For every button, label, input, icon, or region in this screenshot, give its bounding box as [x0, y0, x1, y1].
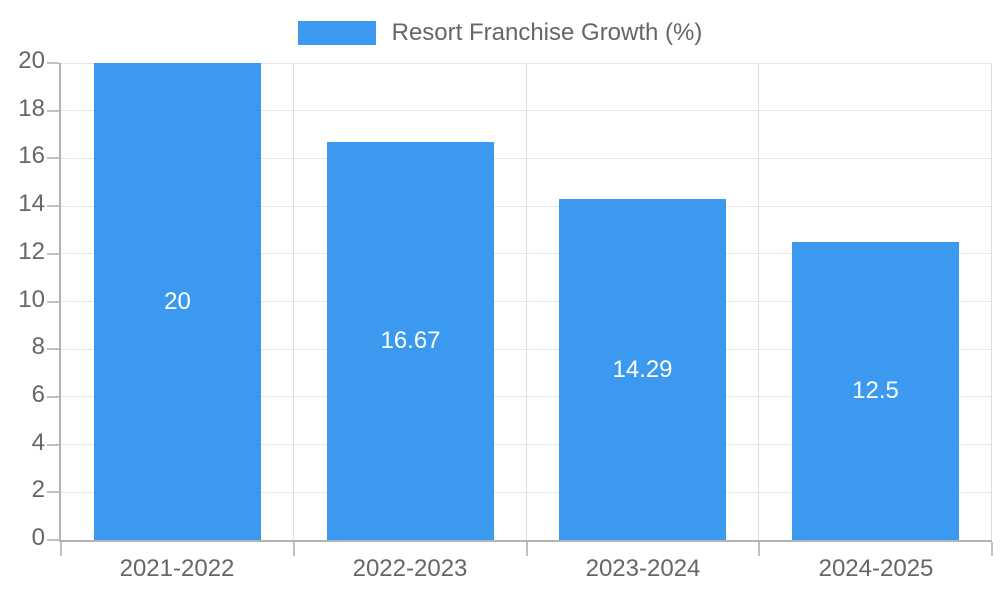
x-axis-tick: [758, 542, 760, 556]
y-axis-tick: [47, 157, 59, 159]
x-tick-label: 2023-2024: [585, 555, 701, 582]
y-axis-tick: [47, 110, 59, 112]
y-axis-labels: 0 2 4 6 8 10 12 14 16 18 20: [0, 49, 45, 550]
x-axis-tick: [526, 542, 528, 556]
y-tick-label: 0: [31, 524, 45, 551]
y-axis-tick: [47, 301, 59, 303]
y-tick-label: 6: [31, 381, 45, 408]
bar-value-label: 20: [164, 287, 191, 315]
x-axis-tick: [293, 542, 295, 556]
y-axis-tick: [47, 444, 59, 446]
bar[interactable]: 14.29: [559, 199, 726, 540]
y-axis-tick: [47, 205, 59, 207]
bar-value-label: 14.29: [612, 355, 673, 383]
y-axis-tick: [47, 539, 59, 541]
bar-value-label: 16.67: [380, 327, 441, 354]
y-axis-tick: [47, 491, 59, 493]
x-axis-tick: [991, 542, 993, 556]
bar-value-label: 12.5: [852, 377, 899, 404]
y-tick-label: 14: [18, 190, 45, 217]
gridline-vertical: [758, 63, 759, 540]
y-tick-label: 16: [18, 142, 45, 169]
gridline-vertical: [991, 63, 992, 540]
legend-item[interactable]: Resort Franchise Growth (%): [0, 19, 1000, 46]
y-axis-tick: [47, 348, 59, 350]
legend-label: Resort Franchise Growth (%): [391, 19, 703, 46]
y-tick-label: 2: [31, 476, 45, 503]
bar[interactable]: 12.5: [792, 242, 959, 540]
y-tick-label: 8: [31, 333, 45, 360]
x-axis-labels: 2021-2022 2022-2023 2023-2024 2024-2025: [61, 555, 992, 590]
x-axis-tick: [60, 542, 62, 556]
y-tick-label: 10: [18, 286, 45, 313]
y-tick-label: 12: [18, 238, 45, 265]
x-tick-label: 2024-2025: [818, 555, 934, 582]
y-tick-label: 4: [31, 429, 45, 456]
x-tick-label: 2021-2022: [119, 555, 235, 582]
bar[interactable]: 20: [94, 63, 261, 540]
y-tick-label: 20: [18, 47, 45, 74]
y-axis-tick: [47, 253, 59, 255]
gridline-vertical: [526, 63, 527, 540]
plot-area: 20 16.67 14.29 12.5: [47, 62, 993, 556]
y-axis-tick: [47, 62, 59, 64]
y-tick-label: 18: [18, 95, 45, 122]
x-tick-label: 2022-2023: [352, 555, 468, 582]
y-axis-tick: [47, 396, 59, 398]
legend-swatch: [297, 21, 376, 46]
bar[interactable]: 16.67: [327, 142, 494, 540]
gridline-vertical: [293, 63, 294, 540]
